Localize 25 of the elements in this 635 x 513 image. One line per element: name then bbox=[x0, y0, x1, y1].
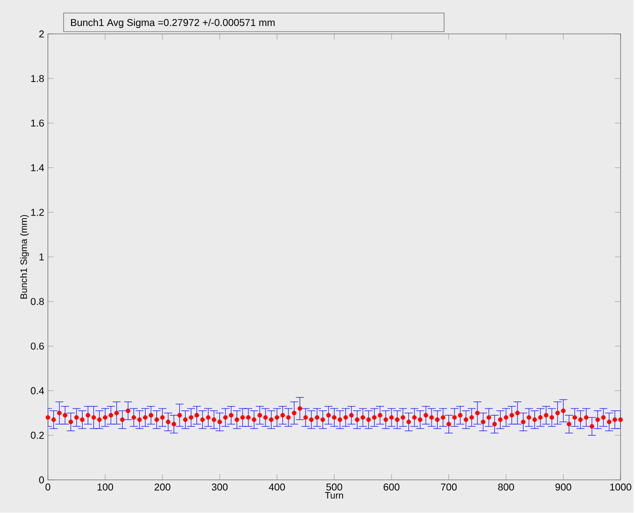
x-tick-label: 500 bbox=[326, 484, 342, 491]
y-tick-label: 1.6 bbox=[31, 120, 44, 127]
x-tick-label: 600 bbox=[384, 484, 400, 491]
x-tick-label: 0 bbox=[46, 484, 50, 491]
y-tick-label: 0.6 bbox=[30, 342, 44, 350]
x-axis-title: Turn bbox=[325, 492, 344, 499]
x-tick-label: 300 bbox=[212, 484, 228, 491]
y-axis-title: Bunch1 Sigma (mm) bbox=[20, 215, 29, 299]
x-tick-label: 700 bbox=[440, 484, 457, 491]
y-tick-label: 0.4 bbox=[30, 387, 44, 394]
text: Bunch1 Avg Sigma =0.27972 +/-0.000571 mm bbox=[71, 18, 275, 28]
y-tick-label: 1.2 bbox=[31, 208, 44, 216]
y-tick-label: 2 bbox=[39, 30, 44, 38]
y-tick-label: 0.2 bbox=[30, 432, 44, 439]
x-tick-label: 900 bbox=[555, 484, 572, 491]
x-tick-label: 100 bbox=[98, 484, 114, 491]
y-tick-label: 1.4 bbox=[31, 164, 44, 172]
y-tick-label: 1.8 bbox=[31, 75, 44, 82]
y-tick-label: 0.8 bbox=[30, 298, 44, 306]
x-tick-label: 400 bbox=[268, 484, 285, 491]
x-tick-label: 800 bbox=[498, 484, 514, 491]
y-tick-label: 1 bbox=[40, 254, 44, 260]
y-tick-label: 0 bbox=[39, 476, 44, 484]
x-tick-label: 200 bbox=[154, 484, 170, 491]
x-tick-label: 1000 bbox=[610, 484, 632, 491]
